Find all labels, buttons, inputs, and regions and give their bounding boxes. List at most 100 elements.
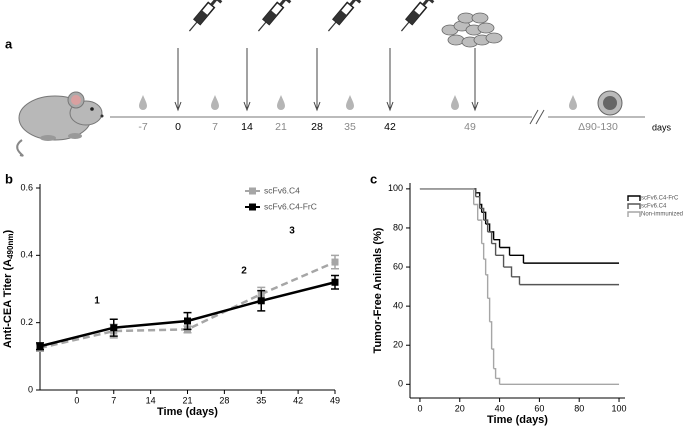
x-axis-title: Time (days)	[157, 406, 218, 418]
y-axis-title-subscript: 490nm	[6, 234, 15, 259]
step-segment	[419, 188, 477, 197]
legend-label: scFv6.C4	[641, 204, 667, 210]
legend-marker	[627, 203, 641, 209]
y-tick-label: 0	[28, 384, 33, 394]
step-segment	[487, 297, 491, 322]
x-tick-label: 20	[455, 403, 465, 413]
y-tick-label: 40	[393, 301, 403, 311]
blood-drop-icon	[569, 95, 577, 110]
x-tick-label: 7	[111, 395, 116, 405]
axis-break	[529, 109, 539, 125]
timeline-label: 35	[344, 121, 356, 133]
x-tick-label: 40	[495, 403, 505, 413]
timeline-label: 42	[384, 121, 396, 133]
annotation: 1	[94, 296, 100, 307]
step-segment	[491, 242, 497, 256]
cell	[485, 32, 503, 44]
x-tick-label: 0	[417, 403, 422, 413]
step-segment	[493, 367, 497, 379]
y-tick-label: 100	[388, 183, 403, 193]
arrow-head	[243, 101, 251, 112]
blood-drop-icon	[277, 95, 285, 110]
y-tick-label: 0.2	[20, 317, 33, 327]
timeline-label: 0	[175, 121, 181, 133]
y-tick-label: 60	[393, 261, 403, 271]
legend-marker	[627, 195, 641, 201]
point	[36, 342, 44, 350]
arrow-head	[471, 101, 479, 112]
y-axis-title: Tumor-Free Animals (%)	[372, 227, 384, 353]
timeline-label: 21	[275, 121, 287, 133]
step-segment	[487, 231, 493, 244]
arrow-head	[313, 101, 321, 112]
step-segment	[483, 258, 487, 275]
legend-marker	[627, 211, 641, 217]
cell	[471, 12, 489, 24]
step-segment	[481, 242, 485, 260]
cell	[477, 22, 495, 34]
x-tick-label: 21	[182, 395, 192, 405]
mouse-icon	[16, 91, 104, 157]
timeline-unit: days	[652, 122, 672, 132]
step-segment	[419, 188, 475, 205]
step-segment	[489, 321, 493, 350]
x-tick-label: 28	[219, 395, 229, 405]
x-tick-label: 35	[256, 395, 266, 405]
step-segment	[485, 274, 489, 299]
y-axis-title: Anti-CEA Titer (A490nm)	[2, 230, 15, 349]
step-segment	[477, 219, 483, 244]
timeline-label: 28	[311, 121, 323, 133]
point	[184, 317, 191, 325]
arrow-head	[174, 101, 182, 112]
point	[257, 297, 265, 305]
timeline-label: 14	[241, 121, 253, 133]
y-tick-label: 20	[393, 340, 403, 350]
step-segment	[475, 195, 481, 209]
legend-label: scFv6.C4	[264, 185, 300, 195]
y-tick-label: 0	[398, 379, 403, 389]
step-segment	[509, 254, 525, 264]
step-segment	[473, 203, 479, 221]
y-tick-label: 0.6	[20, 182, 33, 192]
x-tick-label: 100	[612, 403, 627, 413]
step-segment	[491, 348, 495, 369]
x-tick-label: 49	[330, 395, 340, 405]
arrow-head	[386, 101, 394, 112]
annotation: 2	[241, 266, 247, 277]
point	[331, 278, 339, 286]
x-tick-label: 14	[146, 395, 156, 405]
x-tick-label: 60	[534, 403, 544, 413]
axis-break	[535, 109, 545, 125]
blood-drop-icon	[451, 95, 459, 110]
y-tick-label: 0.4	[20, 250, 33, 260]
y-axis-title-text: Anti-CEA Titer (A	[2, 259, 14, 348]
cell	[447, 34, 465, 46]
blood-drop-icon	[139, 95, 147, 110]
legend-label: scFv6.C4-FrC	[264, 201, 317, 211]
legend-label: scFv6.C4-FrC	[641, 196, 679, 202]
timeline-label: -7	[138, 121, 147, 133]
step-segment	[493, 238, 501, 248]
tumor-cells-icon	[441, 12, 503, 48]
step-segment	[483, 219, 489, 232]
x-tick-label: 80	[574, 403, 584, 413]
x-tick-label: 42	[293, 395, 303, 405]
point	[331, 258, 339, 266]
blood-drop-icon	[346, 95, 354, 110]
x-axis-title: Time (days)	[487, 414, 548, 426]
panel-label: a	[5, 36, 13, 51]
annotation: 3	[289, 226, 295, 237]
syringe-icon	[253, 0, 293, 36]
syringe-icon	[323, 0, 363, 36]
point	[110, 324, 118, 332]
y-tick-label: 80	[393, 222, 403, 232]
tumor-icon	[603, 96, 617, 110]
legend-label: Non-immunized	[641, 212, 683, 218]
timeline-label: 49	[464, 121, 476, 133]
timeline-label: Δ90-130	[578, 121, 618, 133]
x-tick-label: 0	[74, 395, 79, 405]
step-segment	[479, 207, 485, 221]
step-segment	[495, 377, 501, 385]
step-segment	[495, 254, 505, 268]
